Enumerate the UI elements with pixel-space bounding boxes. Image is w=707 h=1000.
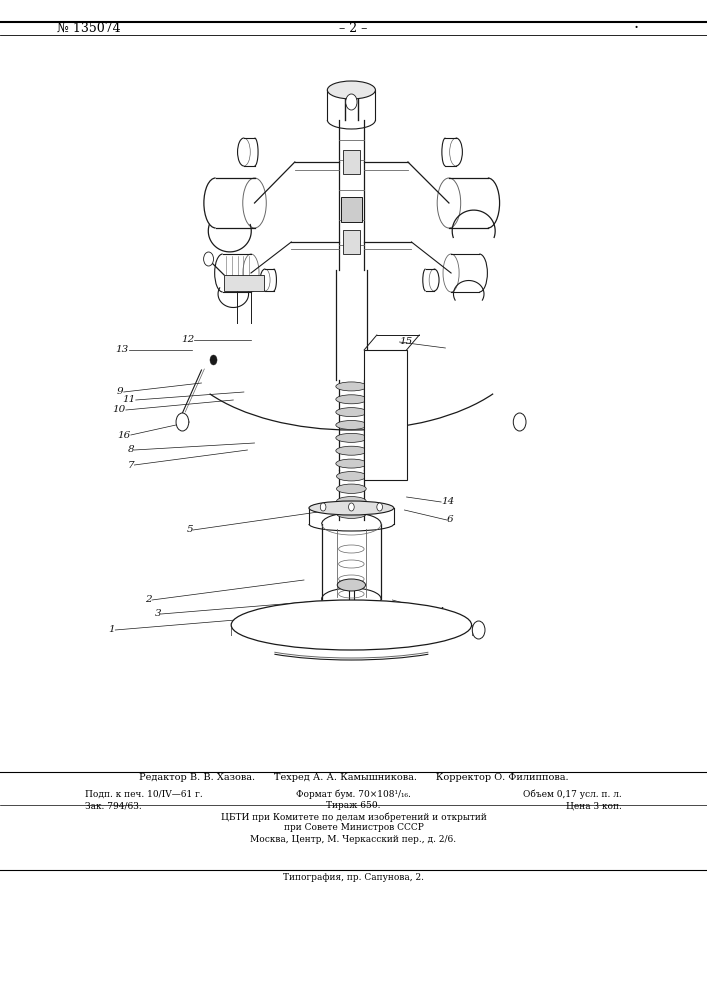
Ellipse shape: [337, 472, 366, 481]
Text: Формат бум. 70×108¹/₁₆.: Формат бум. 70×108¹/₁₆.: [296, 789, 411, 799]
Text: – 2 –: – 2 –: [339, 22, 368, 35]
Text: 7: 7: [128, 460, 134, 470]
Ellipse shape: [337, 497, 366, 506]
Bar: [224, 275, 264, 291]
Ellipse shape: [336, 420, 367, 430]
Text: 11: 11: [122, 395, 136, 404]
Text: Москва, Центр, М. Черкасский пер., д. 2/6.: Москва, Центр, М. Черкасский пер., д. 2/…: [250, 834, 457, 844]
Text: 10: 10: [112, 406, 126, 414]
Ellipse shape: [327, 81, 375, 99]
Ellipse shape: [336, 459, 367, 468]
Text: 15: 15: [399, 338, 413, 347]
Ellipse shape: [336, 433, 367, 442]
Bar: [343, 150, 360, 174]
Text: 9: 9: [117, 387, 124, 396]
Text: ЦБТИ при Комитете по делам изобретений и открытий: ЦБТИ при Комитете по делам изобретений и…: [221, 812, 486, 822]
Text: Объем 0,17 усл. п. л.: Объем 0,17 усл. п. л.: [523, 789, 622, 799]
Text: при Совете Министров СССР: при Совете Министров СССР: [284, 824, 423, 832]
Ellipse shape: [336, 408, 367, 417]
Text: 2: 2: [146, 595, 152, 604]
Text: 1: 1: [109, 626, 115, 635]
Text: 5: 5: [187, 526, 193, 534]
Text: 3: 3: [155, 609, 161, 618]
Circle shape: [349, 503, 354, 511]
Text: 8: 8: [128, 446, 134, 454]
Text: 6: 6: [447, 516, 453, 524]
Ellipse shape: [337, 509, 366, 518]
Text: Редактор В. В. Хазова.      Техред А. А. Камышникова.      Корректор О. Филиппов: Редактор В. В. Хазова. Техред А. А. Камы…: [139, 774, 568, 782]
Text: 12: 12: [181, 336, 194, 344]
Text: Типография, пр. Сапунова, 2.: Типография, пр. Сапунова, 2.: [283, 874, 424, 882]
Circle shape: [320, 503, 326, 511]
Ellipse shape: [337, 484, 366, 493]
Text: Подп. к печ. 10/IV—61 г.: Подп. к печ. 10/IV—61 г.: [85, 790, 203, 798]
Text: 13: 13: [115, 346, 129, 355]
Text: 16: 16: [117, 430, 131, 440]
Text: ·: ·: [633, 20, 639, 37]
Text: Цена 3 коп.: Цена 3 коп.: [566, 802, 622, 810]
Text: № 135074: № 135074: [57, 22, 120, 35]
Ellipse shape: [336, 395, 367, 404]
Ellipse shape: [337, 579, 366, 591]
Ellipse shape: [309, 501, 394, 515]
Bar: [341, 197, 362, 222]
Bar: [364, 350, 407, 480]
Ellipse shape: [336, 446, 367, 455]
Circle shape: [204, 252, 214, 266]
Circle shape: [513, 413, 526, 431]
Circle shape: [346, 94, 357, 110]
Circle shape: [210, 355, 217, 365]
Text: 4: 4: [437, 607, 443, 616]
Ellipse shape: [231, 600, 472, 650]
Circle shape: [377, 503, 382, 511]
Text: Тираж 650.: Тираж 650.: [326, 802, 381, 810]
Ellipse shape: [336, 382, 367, 391]
Circle shape: [472, 621, 485, 639]
Text: 14: 14: [441, 497, 455, 506]
Circle shape: [176, 413, 189, 431]
Text: Зак. 794/63.: Зак. 794/63.: [85, 802, 141, 810]
Bar: [343, 230, 360, 254]
